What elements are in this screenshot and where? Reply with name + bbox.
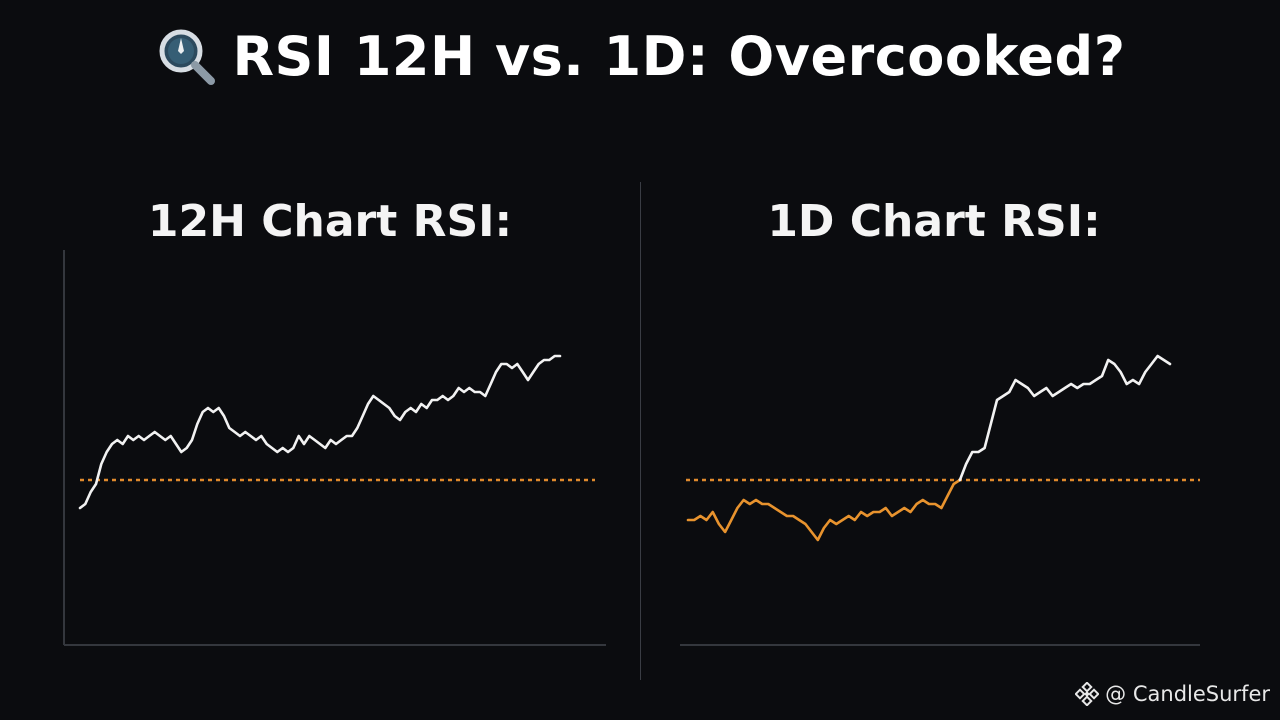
binance-logo-icon bbox=[1075, 682, 1100, 706]
watermark: @ CandleSurfer bbox=[1075, 680, 1270, 708]
rsi-series-1d-0 bbox=[686, 478, 962, 542]
chart-title-12h: 12H Chart RSI: bbox=[147, 196, 513, 247]
magnifier-icon bbox=[159, 29, 216, 85]
rsi-series-1d-1 bbox=[958, 354, 1172, 482]
header: RSI 12H vs. 1D: Overcooked? bbox=[0, 20, 1280, 92]
page-title: RSI 12H vs. 1D: Overcooked? bbox=[232, 24, 1126, 88]
watermark-text: @ CandleSurfer bbox=[1105, 682, 1270, 706]
chart-title-1d: 1D Chart RSI: bbox=[767, 196, 1101, 247]
rsi-series-12h-0 bbox=[78, 354, 562, 510]
panel-divider bbox=[640, 182, 641, 680]
